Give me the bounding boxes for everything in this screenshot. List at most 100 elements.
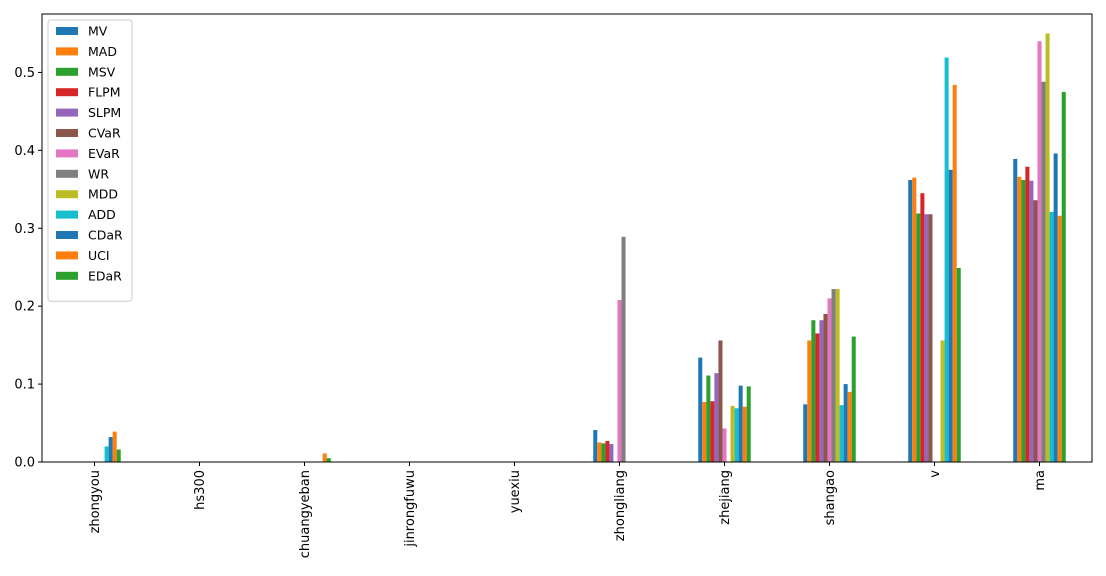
bar-mad-ma: [1017, 176, 1022, 462]
bar-add-zhejiang: [734, 408, 739, 462]
bar-cvar-v: [928, 214, 933, 462]
bar-edar-ma: [1061, 91, 1066, 462]
legend-label-msv: MSV: [88, 64, 116, 79]
bar-cdar-zhejiang: [738, 385, 743, 462]
bar-slpm-ma: [1029, 180, 1034, 463]
bar-cdar-v: [948, 169, 953, 462]
legend-swatch-uci: [56, 251, 78, 260]
bar-evar-zhongliang: [617, 299, 622, 462]
bar-mad-zhejiang: [702, 402, 707, 462]
bar-cvar-zhejiang: [718, 340, 723, 462]
bar-msv-zhongliang: [601, 443, 606, 462]
bar-msv-zhejiang: [706, 375, 711, 462]
bar-evar-shangao: [827, 298, 832, 462]
bar-evar-zhejiang: [722, 428, 727, 462]
legend-label-slpm: SLPM: [88, 105, 121, 120]
bar-flpm-v: [920, 193, 925, 462]
bar-wr-shangao: [831, 289, 836, 462]
x-tick-label: v: [928, 470, 943, 478]
legend-label-mv: MV: [88, 24, 108, 39]
bar-slpm-zhongliang: [609, 444, 614, 462]
legend-swatch-wr: [56, 169, 78, 178]
bar-uci-ma: [1057, 215, 1062, 462]
y-tick-label: 0.2: [14, 300, 35, 315]
y-tick-label: 0.0: [14, 456, 35, 471]
bar-edar-shangao: [851, 336, 856, 462]
legend-label-flpm: FLPM: [88, 85, 120, 100]
bar-add-zhongyou: [104, 446, 109, 462]
bar-flpm-ma: [1025, 166, 1030, 462]
bar-wr-zhongliang: [621, 236, 626, 462]
bar-cvar-shangao: [823, 313, 828, 462]
bar-msv-ma: [1021, 179, 1026, 462]
y-tick-label: 0.3: [14, 222, 35, 237]
bar-uci-chuangyeban: [322, 453, 327, 462]
legend-label-edar: EDaR: [88, 268, 122, 283]
bar-mdd-shangao: [835, 289, 840, 462]
bar-slpm-zhejiang: [714, 373, 719, 462]
bar-evar-ma: [1037, 41, 1042, 463]
legend-label-mdd: MDD: [88, 187, 118, 202]
bar-add-shangao: [839, 405, 844, 462]
x-tick-label: zhongyou: [88, 470, 103, 533]
bar-cdar-zhongyou: [108, 437, 113, 462]
bar-mv-zhejiang: [698, 357, 703, 462]
x-tick-label: ma: [1033, 470, 1048, 491]
bar-wr-ma: [1041, 81, 1046, 462]
bar-cdar-ma: [1053, 153, 1058, 462]
bar-mdd-v: [940, 340, 945, 462]
legend-swatch-mad: [56, 47, 78, 56]
bar-mv-zhongliang: [593, 430, 598, 462]
y-tick-label: 0.4: [14, 144, 35, 159]
legend-label-add: ADD: [88, 207, 116, 222]
bar-edar-zhongyou: [116, 449, 121, 462]
bar-mv-v: [908, 179, 913, 462]
bars-group: [104, 33, 1066, 463]
bar-mv-ma: [1013, 158, 1018, 463]
bar-flpm-shangao: [815, 333, 820, 462]
x-tick-label: jinrongfuwu: [403, 470, 418, 548]
y-axis: 0.0 0.1 0.2 0.3 0.4 0.5: [14, 66, 42, 471]
bar-edar-chuangyeban: [326, 458, 331, 462]
y-tick-label: 0.5: [14, 66, 35, 81]
bar-mad-shangao: [807, 340, 812, 462]
legend-swatch-slpm: [56, 108, 78, 117]
bar-edar-zhejiang: [746, 386, 751, 462]
x-tick-label: zhejiang: [718, 470, 733, 525]
bar-flpm-zhejiang: [710, 401, 715, 462]
legend-swatch-mdd: [56, 190, 78, 199]
bar-cvar-ma: [1033, 200, 1038, 462]
legend-swatch-cdar: [56, 231, 78, 239]
x-tick-label: hs300: [193, 470, 208, 510]
legend-swatch-cvar: [56, 129, 78, 137]
plot-frame: [41, 13, 1093, 463]
legend-label-cdar: CDaR: [88, 228, 123, 243]
legend-label-mad: MAD: [88, 44, 117, 59]
bar-flpm-zhongliang: [605, 440, 610, 462]
bar-msv-shangao: [811, 320, 816, 462]
x-tick-label: shangao: [823, 470, 838, 525]
legend: MV MAD MSV FLPM SLPM CVaR EVaR WR MDD ADD CDaR UCI E…: [47, 19, 133, 302]
bar-uci-zhongyou: [112, 431, 117, 462]
x-axis: zhongyou hs300 chuangyeban jinrongfuwu yuexi…: [88, 462, 1048, 558]
bar-cdar-shangao: [843, 384, 848, 462]
legend-swatch-msv: [56, 67, 78, 76]
legend-label-wr: WR: [88, 166, 109, 181]
bar-uci-shangao: [847, 391, 852, 462]
legend-swatch-edar: [56, 271, 78, 280]
bar-mdd-zhejiang: [730, 405, 735, 462]
legend-label-uci: UCI: [88, 248, 110, 263]
bar-edar-v: [956, 268, 961, 462]
bar-uci-v: [952, 84, 957, 463]
bar-slpm-shangao: [819, 320, 824, 462]
bar-mad-v: [912, 177, 917, 462]
legend-swatch-evar: [56, 149, 78, 158]
bar-mdd-ma: [1045, 33, 1050, 462]
bar-add-ma: [1049, 211, 1054, 462]
legend-swatch-mv: [56, 27, 78, 35]
legend-swatch-add: [56, 210, 78, 219]
bar-slpm-v: [924, 214, 929, 462]
x-tick-label: chuangyeban: [298, 470, 313, 558]
legend-label-evar: EVaR: [88, 146, 120, 161]
legend-label-cvar: CVaR: [88, 126, 121, 141]
